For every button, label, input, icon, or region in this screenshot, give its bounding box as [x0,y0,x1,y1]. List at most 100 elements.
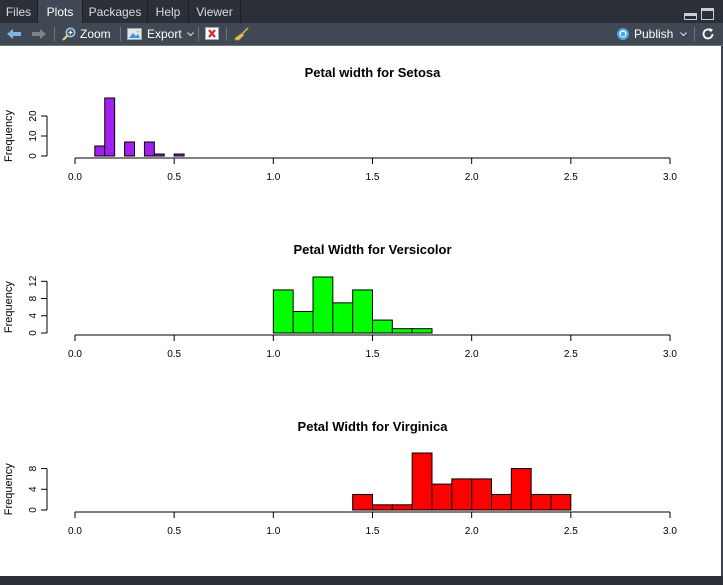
histogram-bar [124,141,136,157]
histogram-bar [451,478,473,511]
histogram-bar [411,328,433,334]
y-tick-label: 0 [28,330,39,336]
plot-viewer: Petal width for Setosa 0.0 0.5 1.0 1.5 2.0 2.5… [0,46,723,576]
x-tick-label: 3.0 [663,349,677,360]
histogram-bar [372,319,393,334]
pane-bottom-border [0,576,723,585]
refresh-button[interactable] [701,23,715,45]
clear-all-plots-button[interactable] [234,23,250,45]
x-tick-label: 1.0 [266,349,280,360]
export-image-icon [127,28,142,40]
x-tick-label: 2.5 [564,349,578,360]
y-tick-label: 4 [28,313,39,319]
x-tick-label: 2.0 [465,349,479,360]
chart-title: Petal Width for Virginica [298,419,449,434]
x-tick-label: 2.5 [564,172,578,183]
remove-plot-icon [205,27,219,40]
histogram-figure: Petal width for Setosa 0.0 0.5 1.0 1.5 2.0 2.5… [3,65,677,537]
tab-packages[interactable]: Packages [83,0,148,23]
histogram-bar [391,504,413,511]
x-tick-label: 1.5 [366,172,380,183]
export-menu-button[interactable]: Export [127,23,195,45]
histogram-bar [411,452,433,511]
histogram-bar [352,289,373,334]
y-tick-label: 10 [28,130,39,142]
export-label: Export [147,27,182,41]
zoom-icon [62,27,76,41]
publish-label: Publish [634,27,674,41]
x-tick-label: 0.0 [68,526,82,537]
x-tick-label: 1.0 [266,526,280,537]
histogram-bar [332,302,354,334]
refresh-icon [702,28,714,40]
x-tick-label: 0.5 [167,349,181,360]
toolbar-separator [226,27,227,41]
y-tick-label: 4 [28,486,39,492]
arrow-right-icon [32,29,46,39]
histogram-bar [94,145,106,157]
histogram-bar [471,478,492,511]
zoom-label: Zoom [80,27,111,41]
back-button[interactable] [6,23,22,45]
histogram-bar [510,468,532,511]
toolbar-separator [694,27,695,41]
chart-title: Petal width for Setosa [305,65,442,80]
x-tick-label: 2.5 [564,526,578,537]
y-axis-label: Frequency [3,463,15,515]
tab-plots[interactable]: Plots [38,0,83,23]
x-tick-label: 0.5 [167,172,181,183]
histogram-bar [173,153,185,157]
chart-title: Petal Width for Versicolor [293,242,451,257]
chevron-down-icon [680,32,688,37]
toolbar-separator [198,27,199,41]
histogram-bar [352,493,373,511]
y-tick-label: 20 [28,110,39,122]
x-tick-label: 3.0 [663,172,677,183]
chevron-down-icon [186,32,194,37]
histogram-bar [312,276,334,334]
tab-help[interactable]: Help [148,0,189,23]
publish-button[interactable]: Publish [616,23,688,45]
plots-toolbar: Zoom Export Publish [0,23,723,46]
x-tick-label: 0.0 [68,172,82,183]
zoom-button[interactable]: Zoom [62,23,111,45]
y-tick-label: 8 [28,465,39,471]
histogram-bar [143,141,155,157]
y-axis-label: Frequency [3,110,15,162]
y-axis-label: Frequency [3,281,15,333]
histogram-bar [272,289,294,334]
x-tick-label: 1.0 [266,172,280,183]
toolbar-separator [54,27,55,41]
y-tick-label: 0 [28,507,39,513]
y-tick-label: 8 [28,295,39,301]
toolbar-separator [120,27,121,41]
y-tick-label: 0 [28,153,39,159]
x-tick-label: 0.5 [167,526,181,537]
forward-button[interactable] [31,23,47,45]
publish-icon [617,28,629,40]
remove-plot-button[interactable] [205,23,221,45]
broom-icon [234,27,249,41]
histogram-bar [431,483,453,511]
histogram-bar [491,493,512,511]
pane-tab-bar: Files Plots Packages Help Viewer [0,0,723,23]
histogram-bar [372,504,393,511]
minimize-pane-icon[interactable] [684,8,697,20]
y-tick-label: 12 [28,275,39,287]
x-tick-label: 3.0 [663,526,677,537]
tab-viewer[interactable]: Viewer [189,0,241,23]
histogram-bar [530,493,552,511]
histogram-bar [391,328,413,334]
x-tick-label: 2.0 [465,526,479,537]
histogram-bar [550,493,572,511]
x-tick-label: 2.0 [465,172,479,183]
maximize-pane-icon[interactable] [701,8,714,20]
histogram-bar [153,153,165,157]
x-tick-label: 0.0 [68,349,82,360]
x-tick-label: 1.5 [366,526,380,537]
histogram-bar [104,97,116,157]
histogram-bar [292,310,314,334]
tab-files[interactable]: Files [0,0,38,23]
x-tick-label: 1.5 [366,349,380,360]
arrow-left-icon [7,29,21,39]
